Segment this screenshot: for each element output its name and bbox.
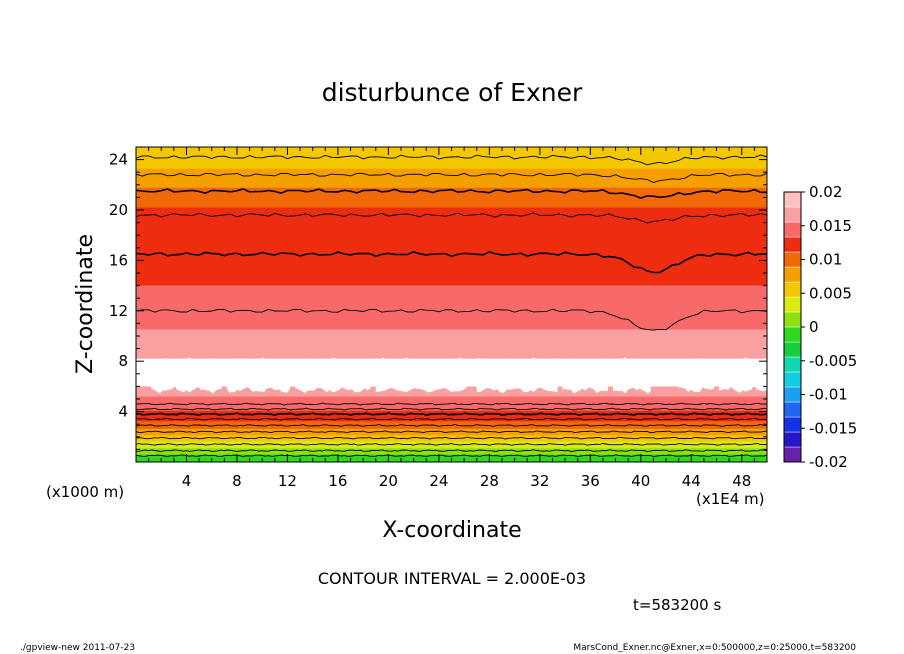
low-contour-line-6	[136, 417, 767, 421]
x-tick-label: 28	[480, 472, 499, 490]
x-tick-label: 44	[682, 472, 701, 490]
contour-line-5	[136, 154, 767, 166]
contour-field	[136, 147, 767, 462]
x-tick-label: 32	[530, 472, 549, 490]
contour-line-4	[136, 172, 767, 183]
colorbar-tick-label: 0.02	[809, 183, 842, 201]
y-tick-label: 20	[109, 201, 128, 219]
contour-line-3	[136, 188, 767, 199]
colorbar-ticks: 0.02 0.015 0.01 0.005 0 -0.005 -0.01 -0.015 -0.0…	[801, 183, 857, 471]
contour-lines	[136, 154, 767, 458]
contour-band-12	[136, 207, 767, 286]
colorbar-swatch-7	[783, 341, 802, 358]
contour-band-15	[136, 147, 767, 169]
colorbar-swatch-11	[783, 281, 802, 298]
colorbar-swatch-2	[783, 416, 802, 433]
low-contour-line-8	[136, 407, 767, 411]
white-blob-2	[295, 357, 371, 394]
y-tick-label: 4	[118, 403, 128, 421]
white-blob-3	[375, 357, 467, 393]
x-tick-label: 24	[429, 472, 448, 490]
x-tick-label: 8	[232, 472, 242, 490]
colorbar-swatch-12	[783, 266, 802, 283]
chart-title: disturbunce of Exner	[322, 78, 583, 107]
colorbar-swatch-3	[783, 401, 802, 418]
y-tick-label: 12	[109, 302, 128, 320]
x-axis-label: X-coordinate	[382, 518, 521, 543]
colorbar-swatch-9	[783, 311, 802, 328]
time-label: t=583200 s	[633, 596, 721, 614]
contour-line-0	[136, 308, 767, 331]
y-tick-label: 24	[109, 151, 128, 169]
x-unit-label: (x1E4 m)	[696, 490, 765, 508]
colorbar	[783, 191, 802, 463]
low-contour-line-4	[136, 430, 767, 434]
colorbar-tick-label: 0.015	[809, 217, 852, 235]
colorbar-swatch-13	[783, 251, 802, 268]
colorbar-swatch-15	[783, 221, 802, 238]
contour-line-2	[136, 212, 767, 224]
low-contour-line-9	[136, 402, 767, 406]
contour-band-10	[136, 329, 767, 359]
x-tick-label: 12	[278, 472, 297, 490]
footer-left: ./gpview-new 2011-07-23	[20, 643, 135, 653]
colorbar-swatch-4	[783, 386, 802, 403]
colorbar-tick-label: -0.005	[809, 352, 857, 370]
y-axis-ticks: 4 8 12 16 20 24	[109, 146, 767, 463]
y-tick-label: 8	[118, 352, 128, 370]
colorbar-tick-label: -0.02	[809, 453, 848, 471]
x-axis-ticks: 4 8 12 16 20 24 28 32 36 40 44 48	[135, 147, 768, 490]
white-blob-1	[226, 357, 290, 393]
x-tick-label: 20	[379, 472, 398, 490]
white-blob-5	[562, 358, 608, 394]
x-tick-label: 48	[732, 472, 751, 490]
low-contour-line-0	[136, 454, 767, 458]
low-contour-line-2	[136, 443, 767, 446]
footer-right: MarsCond_Exner.nc@Exner,x=0:500000,z=0:2…	[573, 643, 856, 653]
colorbar-swatch-5	[783, 371, 802, 388]
colorbar-swatch-6	[783, 356, 802, 373]
contour-band-4	[136, 429, 767, 436]
contour-band-14	[136, 168, 767, 188]
low-contour-line-7	[136, 412, 767, 416]
colorbar-swatch-1	[783, 431, 802, 448]
contour-interval-text: CONTOUR INTERVAL = 2.000E-03	[318, 569, 586, 588]
colorbar-tick-label: -0.015	[809, 419, 857, 437]
contour-band-11	[136, 285, 767, 330]
x-tick-label: 36	[581, 472, 600, 490]
white-blob-4	[476, 357, 558, 393]
y-unit-label: (x1000 m)	[46, 483, 124, 501]
contour-band-6	[136, 410, 767, 422]
colorbar-tick-label: -0.01	[809, 386, 848, 404]
colorbar-swatch-14	[783, 236, 802, 253]
colorbar-tick-label: 0.005	[809, 284, 852, 302]
y-axis-label: Z-coordinate	[73, 234, 98, 374]
colorbar-swatch-0	[783, 446, 802, 463]
colorbar-swatch-8	[783, 326, 802, 343]
colorbar-swatch-10	[783, 296, 802, 313]
low-contour-line-3	[136, 436, 767, 440]
colorbar-swatch-16	[783, 206, 802, 223]
white-blob-7	[678, 358, 714, 393]
x-tick-label: 40	[631, 472, 650, 490]
low-contour-line-1	[136, 449, 767, 453]
low-contour-line-5	[136, 424, 767, 427]
contour-band-1	[136, 448, 767, 455]
colorbar-tick-label: 0	[809, 318, 819, 336]
colorbar-swatch-17	[783, 191, 802, 208]
white-blob-8	[719, 357, 767, 394]
x-tick-label: 4	[182, 472, 192, 490]
contour-line-1	[136, 251, 767, 274]
white-blob-6	[613, 357, 651, 394]
contour-band-2	[136, 441, 767, 449]
x-tick-label: 16	[328, 472, 347, 490]
white-blob-0	[151, 356, 222, 394]
colorbar-tick-label: 0.01	[809, 251, 842, 269]
y-tick-label: 16	[109, 251, 128, 269]
